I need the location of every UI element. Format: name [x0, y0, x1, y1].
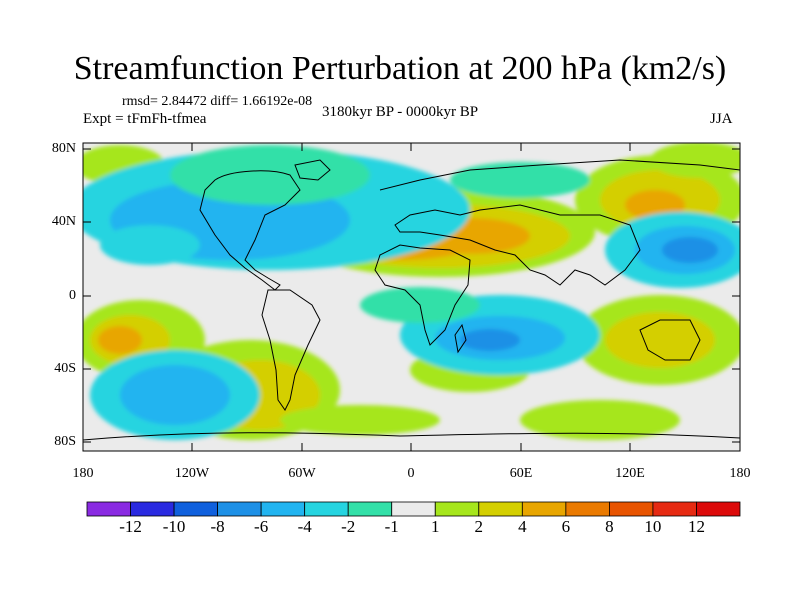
colorbar-swatch [652, 501, 697, 517]
colorbar-swatch [86, 501, 131, 517]
axis-ticks [83, 143, 740, 451]
lat-label-80s: 80S [54, 434, 76, 449]
experiment-label: Expt = tFmFh-tfmea [83, 111, 207, 127]
colorbar-label: 1 [431, 517, 440, 536]
colorbar-label: 6 [561, 517, 571, 536]
colorbar-swatch [609, 501, 654, 517]
colorbar-label: 4 [518, 517, 527, 536]
lat-label-40s: 40S [54, 361, 76, 376]
period-label: 3180kyr BP - 0000kyr BP [322, 104, 479, 120]
colorbar-label: 10 [644, 517, 662, 536]
lon-label-0: 0 [407, 466, 415, 481]
colorbar-label: 8 [605, 517, 614, 536]
colorbar-swatch [391, 501, 436, 517]
lon-label-120e: 120E [615, 466, 645, 481]
coastlines [83, 159, 740, 441]
lon-label-120w: 120W [174, 466, 210, 481]
lon-label-180w: 180 [72, 466, 94, 481]
lon-label-180e: 180 [729, 466, 751, 481]
colorbar-swatch [173, 501, 218, 517]
season-label: JJA [710, 111, 733, 127]
contour-field [83, 143, 740, 451]
colorbar-label: -6 [254, 517, 269, 536]
colorbar-label: 12 [687, 517, 705, 536]
colorbar-label: -8 [210, 517, 225, 536]
lon-label-60e: 60E [509, 466, 533, 481]
colorbar-label: -10 [162, 517, 186, 536]
colorbar-swatch [434, 501, 480, 517]
colorbar [86, 501, 741, 517]
colorbar-swatch [696, 501, 741, 517]
colorbar-swatch [478, 501, 523, 517]
colorbar-label: -4 [297, 517, 312, 536]
colorbar-swatch [521, 501, 567, 517]
lon-label-60w: 60W [288, 466, 316, 481]
colorbar-swatch [304, 501, 349, 517]
colorbar-swatch [565, 501, 610, 517]
colorbar-swatch [130, 501, 175, 517]
colorbar-swatch [217, 501, 262, 517]
lat-label-0: 0 [69, 288, 76, 303]
colorbar-swatch [260, 501, 306, 517]
colorbar-label: -2 [341, 517, 356, 536]
rmsd-diff-stats: rmsd= 2.84472 diff= 1.66192e-08 [122, 94, 313, 109]
colorbar-label: 2 [474, 517, 484, 536]
colorbar-label: -12 [119, 517, 142, 536]
plot-title: Streamfunction Perturbation at 200 hPa (… [73, 50, 727, 87]
lat-label-80n: 80N [51, 141, 76, 156]
colorbar-label: -1 [384, 517, 399, 536]
colorbar-swatch [347, 501, 393, 517]
lat-label-40n: 40N [51, 214, 76, 229]
